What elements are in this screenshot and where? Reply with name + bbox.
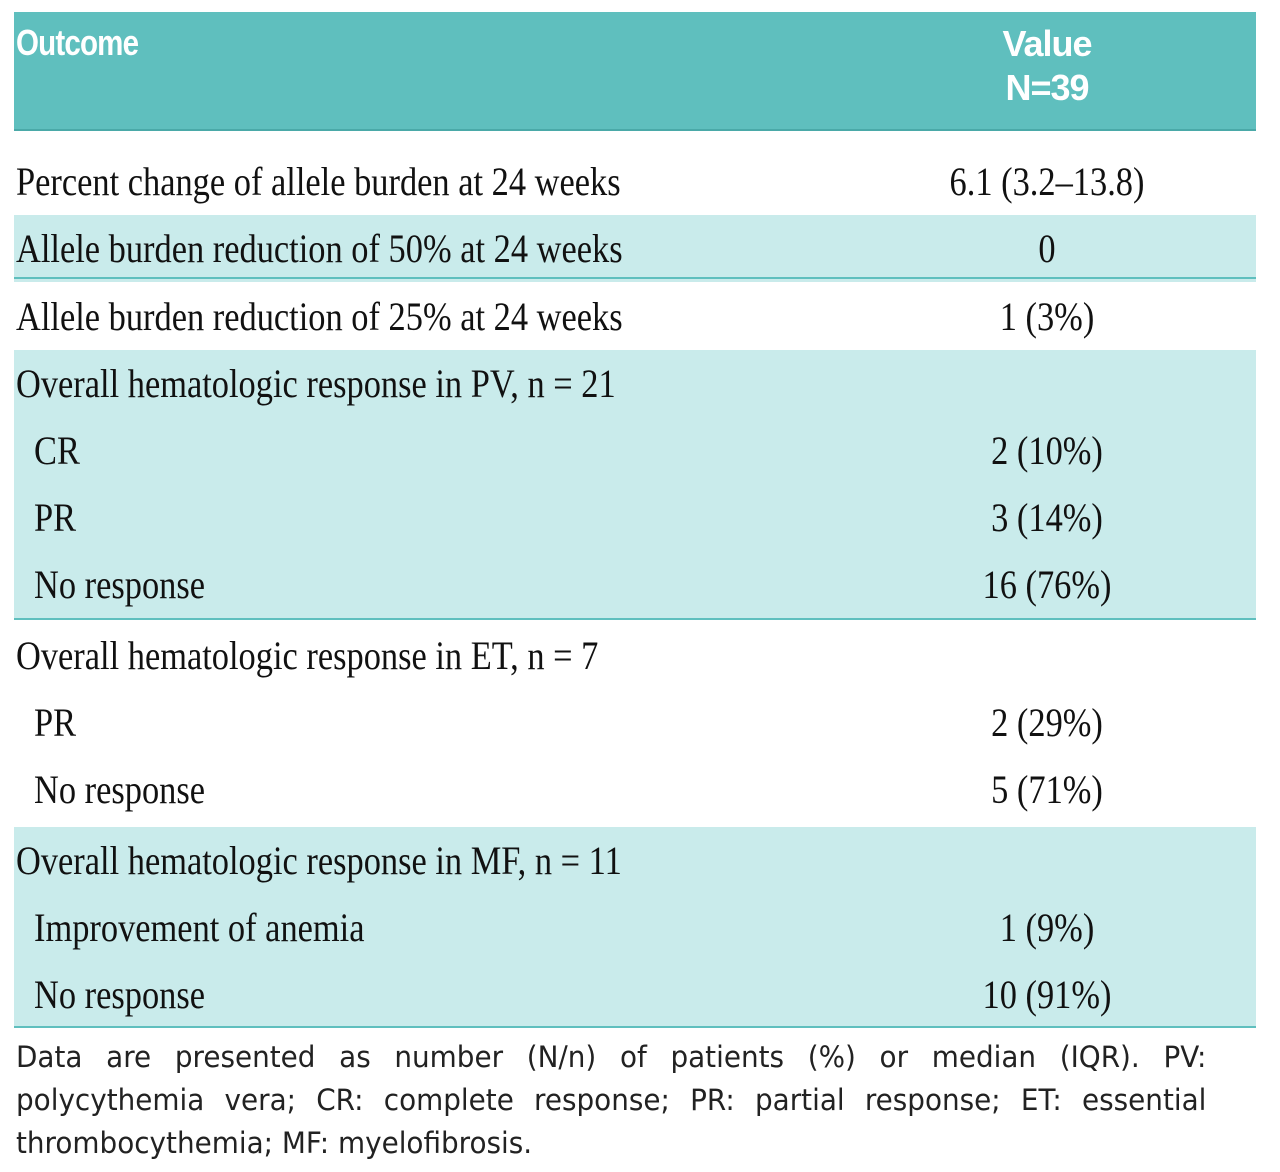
- row-value: 2 (29%): [991, 700, 1103, 745]
- table-row: Overall hematologic response in PV, n = …: [14, 350, 1256, 417]
- group-label-mf: Overall hematologic response in MF, n = …: [16, 838, 622, 883]
- row-label: No response: [34, 767, 206, 812]
- table-row: Allele burden reduction of 25% at 24 wee…: [14, 283, 1256, 350]
- row-value: [933, 827, 1162, 894]
- row-divider: [14, 618, 1256, 620]
- row-value: 3 (14%): [991, 495, 1103, 540]
- table-row: No response 5 (71%): [14, 756, 1256, 823]
- table-row: PR 3 (14%): [14, 484, 1256, 551]
- row-label: No response: [34, 562, 206, 607]
- row-divider: [14, 277, 1256, 279]
- header-value: Value N=39: [952, 22, 1142, 110]
- row-label: PR: [34, 495, 77, 540]
- table-row: Percent change of allele burden at 24 we…: [14, 148, 1256, 215]
- outcomes-table: Outcome Value N=39 Percent change of all…: [14, 12, 1256, 1028]
- row-value: [933, 350, 1162, 417]
- table-row: Allele burden reduction of 50% at 24 wee…: [14, 215, 1256, 282]
- row-label: Allele burden reduction of 50% at 24 wee…: [16, 226, 623, 271]
- row-label: PR: [34, 700, 77, 745]
- header-value-label: Value: [1002, 23, 1092, 64]
- row-value: 10 (91%): [982, 972, 1112, 1017]
- table-row: Overall hematologic response in ET, n = …: [14, 622, 1256, 689]
- row-value: 5 (71%): [991, 767, 1103, 812]
- table-footnote: Data are presented as number (N/n) of pa…: [16, 1040, 1207, 1160]
- row-label: Percent change of allele burden at 24 we…: [16, 159, 621, 204]
- row-value: 16 (76%): [982, 562, 1112, 607]
- table-row: Overall hematologic response in MF, n = …: [14, 827, 1256, 894]
- table-row: Improvement of anemia 1 (9%): [14, 894, 1256, 961]
- table-row: No response 16 (76%): [14, 551, 1256, 618]
- row-label: Allele burden reduction of 25% at 24 wee…: [16, 294, 623, 339]
- row-label: CR: [34, 428, 80, 473]
- table-bottom-rule: [14, 1026, 1256, 1028]
- row-value: [933, 622, 1162, 689]
- group-label-pv: Overall hematologic response in PV, n = …: [16, 361, 616, 406]
- row-value: 0: [1038, 226, 1056, 271]
- header-outcome: Outcome: [16, 22, 139, 63]
- row-value: 6.1 (3.2–13.8): [949, 159, 1145, 204]
- group-label-et: Overall hematologic response in ET, n = …: [16, 633, 599, 678]
- header-value-n: N=39: [1005, 67, 1089, 108]
- table-header: Outcome Value N=39: [14, 12, 1256, 131]
- row-label: No response: [34, 972, 206, 1017]
- row-value: 1 (3%): [999, 294, 1095, 339]
- table-row: PR 2 (29%): [14, 689, 1256, 756]
- table-row: No response 10 (91%): [14, 961, 1256, 1028]
- table-row: CR 2 (10%): [14, 417, 1256, 484]
- row-value: 2 (10%): [991, 428, 1103, 473]
- row-label: Improvement of anemia: [34, 905, 365, 950]
- row-value: 1 (9%): [999, 905, 1095, 950]
